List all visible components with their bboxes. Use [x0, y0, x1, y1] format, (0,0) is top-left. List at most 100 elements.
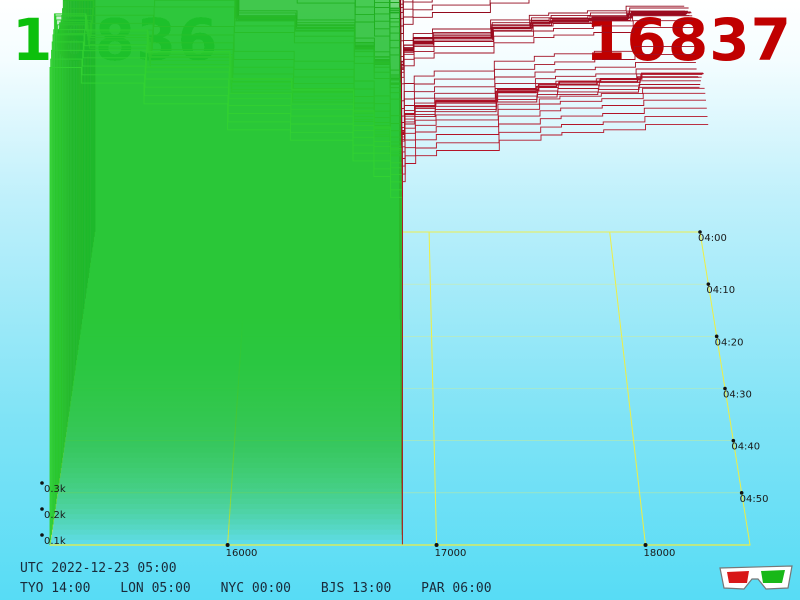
- ask-depth-line: [400, 0, 491, 366]
- time-tick-marker: [731, 438, 736, 443]
- utc-time: UTC 2022-12-23 05:00: [20, 561, 177, 576]
- ask-depth-line: [400, 13, 686, 386]
- bid-depth-line: [49, 67, 403, 546]
- ask-depth-line: [400, 0, 402, 330]
- ask-depth-line: [400, 15, 693, 433]
- bid-depth-line: [53, 13, 403, 515]
- ask-depth-line: [400, 11, 691, 422]
- z-tick-marker: [40, 533, 44, 537]
- timezone-clocks: TYO 14:00 LON 05:00 NYC 00:00 BJS 13:00 …: [20, 581, 514, 596]
- x-tick-marker: [643, 543, 648, 547]
- bid-depth-line: [82, 0, 401, 315]
- clock-tyo: TYO 14:00: [20, 581, 91, 596]
- ask-depth-line: [401, 87, 705, 520]
- z-tick-label: 0.1k: [44, 536, 66, 547]
- ask-depth-line: [401, 86, 700, 484]
- ask-depth-line: [400, 7, 689, 407]
- ask-depth-line: [401, 26, 694, 443]
- ask-depth-line: [399, 0, 404, 304]
- ask-depth-line: [401, 76, 698, 474]
- bid-depth-line: [50, 58, 403, 540]
- ask-depth-line: [401, 99, 706, 530]
- ask-depth-line: [401, 124, 709, 546]
- ask-depth-line: [401, 45, 695, 448]
- bid-depth-line: [93, 0, 401, 238]
- ask-depth-line: [401, 76, 702, 499]
- ask-depth-line: [400, 0, 433, 361]
- time-tick-marker: [706, 282, 711, 286]
- bid-depth-line: [78, 0, 402, 345]
- ask-depth-line: [401, 54, 696, 453]
- bid-depth-line: [94, 0, 401, 233]
- ask-depth-line: [401, 107, 707, 535]
- bid-depth-line: [85, 0, 401, 294]
- time-tick-label: 04:50: [740, 494, 769, 505]
- bid-depth-line: [84, 0, 401, 304]
- ask-depth-line: [400, 20, 693, 438]
- bid-depth-line: [62, 0, 403, 453]
- ask-depth-line: [401, 73, 698, 469]
- bid-depth-line: [81, 0, 401, 325]
- ask-depth-line: [400, 5, 685, 376]
- z-tick-label: 0.3k: [44, 484, 66, 495]
- bid-depth-line: [51, 49, 403, 535]
- ask-depth-line: [399, 0, 401, 294]
- bid-depth-line: [88, 0, 401, 273]
- ask-depth-line: [401, 72, 704, 510]
- bid-depth-line: [51, 41, 403, 530]
- clock-par: PAR 06:00: [421, 581, 492, 596]
- bid-depth-line: [91, 0, 401, 253]
- bid-depth-line: [92, 0, 401, 248]
- x-tick-marker: [434, 543, 439, 547]
- ask-depth-line: [401, 73, 703, 505]
- bid-depth-line: [84, 0, 401, 299]
- ask-depth-line: [401, 92, 706, 525]
- time-tick-label: 04:10: [706, 285, 735, 296]
- time-tick-marker: [723, 386, 727, 391]
- ask-depth-line: [399, 0, 401, 325]
- bid-depth-line: [80, 0, 401, 330]
- clock-lon: LON 05:00: [120, 581, 191, 596]
- time-tick-label: 04:30: [723, 390, 752, 401]
- ask-depth-line: [401, 84, 701, 489]
- x-tick-label: 17000: [435, 548, 467, 559]
- ask-depth-line: [401, 68, 697, 463]
- x-tick-marker: [225, 543, 230, 547]
- 3d-glasses-icon[interactable]: [718, 562, 794, 592]
- clock-nyc: NYC 00:00: [220, 581, 292, 596]
- time-tick-label: 04:00: [698, 233, 727, 244]
- ask-depth-line: [399, 0, 401, 284]
- ask-depth-line: [399, 0, 401, 299]
- x-tick-label: 16000: [226, 548, 258, 559]
- time-tick-marker: [739, 491, 744, 495]
- time-tick-marker: [714, 334, 719, 339]
- z-tick-marker: [40, 481, 44, 485]
- ask-depth-line: [400, 0, 530, 371]
- ask-depth-line: [399, 0, 401, 289]
- bid-depth-line: [52, 34, 403, 525]
- bid-depth-line: [87, 0, 401, 284]
- ask-depth-line: [400, 10, 688, 402]
- clock-bjs: BJS 13:00: [320, 581, 392, 596]
- bid-depth-line: [62, 8, 403, 458]
- time-tick-label: 04:40: [731, 442, 760, 453]
- bid-depth-line: [82, 0, 401, 320]
- x-tick-label: 18000: [644, 548, 676, 559]
- ask-depth-line: [400, 0, 404, 340]
- z-tick-marker: [40, 507, 44, 511]
- ask-depth-line: [401, 116, 708, 540]
- ask-depth-line: [401, 61, 696, 458]
- ask-depth-line: [400, 12, 692, 428]
- bid-depth-line: [63, 0, 402, 448]
- ask-depth-line: [400, 10, 685, 381]
- time-tick-label: 04:20: [715, 337, 744, 348]
- ask-depth-line: [401, 73, 704, 515]
- time-tick-marker: [698, 230, 702, 234]
- ask-depth-line: [400, 15, 690, 412]
- ask-depth-line: [400, 0, 404, 345]
- ask-depth-line: [400, 0, 414, 356]
- ask-depth-line: [401, 76, 699, 479]
- bid-depth-line: [90, 0, 401, 263]
- ask-depth-line: [400, 0, 404, 351]
